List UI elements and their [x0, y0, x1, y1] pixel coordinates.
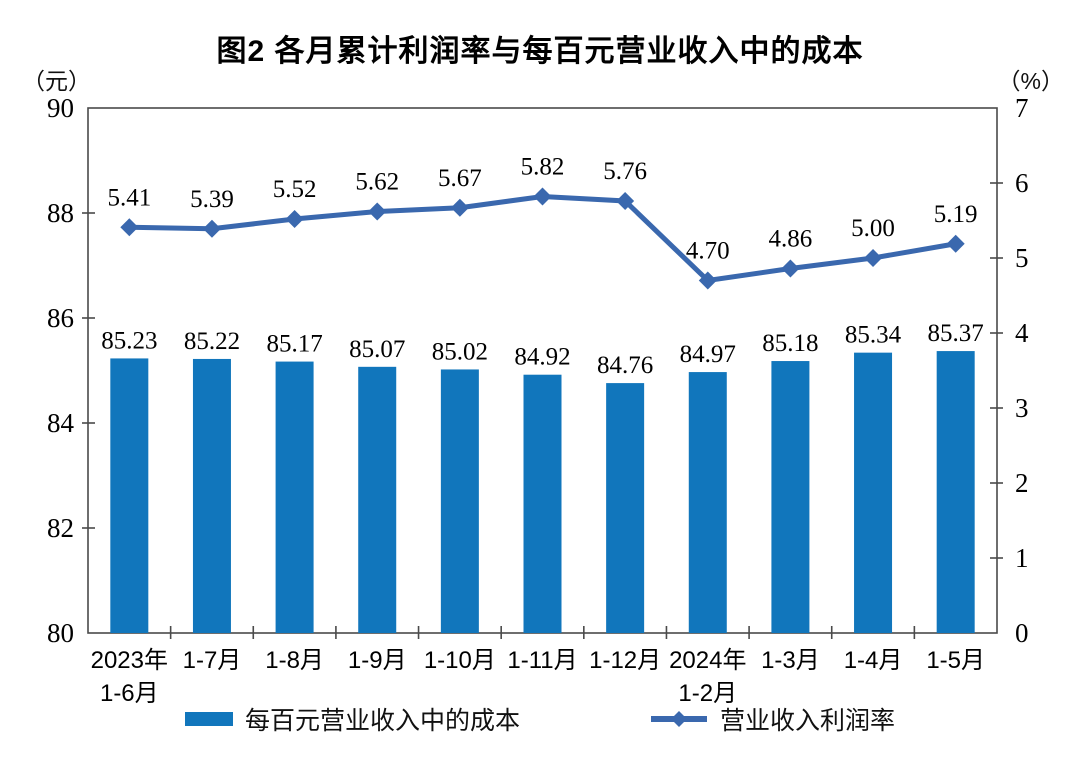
line-marker [202, 219, 221, 238]
x-axis-category-label: 2024年 [669, 647, 746, 674]
x-axis-category-label: 1-6月 [100, 680, 159, 707]
line-marker [368, 202, 387, 221]
legend: 每百元营业收入中的成本 营业收入利润率 [0, 701, 1080, 737]
x-axis-category-label: 1-9月 [348, 647, 407, 674]
right-axis-tick-label: 5 [1015, 243, 1029, 273]
left-axis-tick-label: 88 [47, 198, 74, 228]
x-axis-category-label: 1-8月 [265, 647, 324, 674]
left-axis-tick-label: 86 [47, 303, 74, 333]
bar [523, 374, 562, 633]
line-value-label: 4.86 [769, 226, 813, 253]
right-axis-tick-label: 4 [1015, 318, 1029, 348]
bar [771, 361, 810, 633]
bar-value-label: 85.37 [928, 320, 984, 347]
line-marker [120, 218, 139, 237]
right-axis-tick-label: 1 [1015, 543, 1029, 573]
left-axis-tick-label: 80 [47, 618, 74, 648]
x-axis-category-label: 1-7月 [183, 647, 242, 674]
right-axis-unit-label: （%） [997, 68, 1064, 94]
bar [854, 352, 893, 633]
line-marker [616, 192, 635, 210]
line-value-label: 5.19 [934, 201, 978, 228]
left-axis-tick-label: 90 [47, 93, 74, 123]
legend-item-margin: 营业收入利润率 [650, 701, 895, 737]
right-axis-tick-label: 6 [1015, 168, 1029, 198]
bar [606, 383, 645, 633]
right-axis-tick-label: 7 [1015, 93, 1029, 123]
bar-value-label: 85.07 [349, 336, 405, 363]
line-value-label: 5.41 [107, 184, 151, 211]
line-marker [285, 210, 304, 228]
bar-value-label: 84.92 [514, 344, 570, 371]
line-value-label: 5.82 [521, 154, 565, 181]
line-series-swatch-icon [651, 711, 707, 727]
line-marker [946, 234, 965, 253]
line-value-label: 5.76 [603, 158, 647, 185]
line-value-label: 5.52 [273, 176, 317, 203]
x-axis-category-label: 1-10月 [424, 647, 496, 674]
bar [440, 369, 479, 633]
line-marker [450, 198, 469, 217]
x-axis-category-label: 2023年 [91, 647, 168, 674]
legend-label-margin: 营业收入利润率 [720, 707, 896, 735]
bar-series-swatch-icon [184, 712, 233, 726]
x-axis-category-label: 1-3月 [761, 647, 820, 674]
bar-value-label: 85.22 [184, 328, 240, 355]
legend-diamond-icon [671, 711, 687, 727]
bar [688, 372, 727, 633]
bar [110, 358, 149, 633]
bar-value-label: 84.97 [680, 341, 736, 368]
line-value-label: 5.39 [190, 186, 234, 213]
x-axis-category-label: 1-5月 [926, 647, 985, 674]
right-axis-tick-label: 3 [1015, 393, 1029, 423]
left-axis-tick-label: 82 [47, 513, 74, 543]
line-marker [781, 259, 800, 278]
bar-value-label: 84.76 [597, 352, 653, 379]
bar [936, 351, 975, 633]
line-marker [533, 187, 552, 206]
bar [358, 366, 397, 633]
line-series [129, 193, 957, 284]
legend-label-cost: 每百元营业收入中的成本 [244, 707, 520, 735]
bar-value-label: 85.23 [101, 327, 157, 354]
bar-value-label: 85.18 [762, 330, 818, 357]
line-marker [864, 249, 883, 267]
chart-title: 图2 各月累计利润率与每百元营业收入中的成本 [216, 35, 864, 68]
x-axis-category-label: 1-11月 [507, 647, 577, 674]
line-value-label: 5.00 [851, 215, 895, 242]
right-axis-tick-label: 0 [1015, 618, 1029, 648]
left-axis-unit-label: （元） [22, 68, 91, 94]
bar [192, 358, 231, 633]
bar [275, 361, 314, 633]
bar-value-label: 85.17 [266, 331, 322, 358]
bar-value-label: 85.02 [432, 338, 488, 365]
left-axis-tick-label: 84 [47, 408, 75, 438]
x-axis-category-label: 1-12月 [589, 647, 661, 674]
x-axis-category-label: 1-4月 [844, 647, 903, 674]
right-axis-tick-label: 2 [1015, 468, 1029, 498]
line-marker [698, 271, 717, 290]
bar-value-label: 85.34 [845, 322, 902, 349]
line-value-label: 5.62 [355, 169, 399, 196]
line-value-label: 5.67 [438, 165, 482, 192]
legend-item-cost: 每百元营业收入中的成本 [184, 701, 520, 737]
line-value-label: 4.70 [686, 238, 730, 265]
x-axis-category-label: 1-2月 [678, 680, 737, 707]
